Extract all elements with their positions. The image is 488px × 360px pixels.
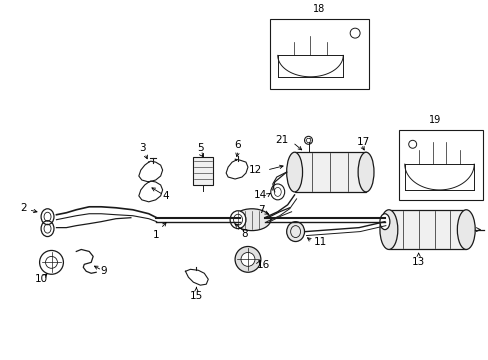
Bar	[398, 130, 482, 200]
Ellipse shape	[456, 210, 474, 249]
Text: 14: 14	[253, 190, 266, 200]
Text: 9: 9	[101, 266, 107, 276]
Text: 7: 7	[258, 205, 264, 215]
Text: 2: 2	[20, 203, 27, 213]
Ellipse shape	[270, 184, 284, 200]
Bar	[294, 152, 366, 192]
Text: 20: 20	[429, 147, 443, 157]
Text: 16: 16	[256, 260, 269, 270]
Text: 19: 19	[428, 116, 441, 125]
Text: 5: 5	[197, 143, 203, 153]
Ellipse shape	[379, 214, 389, 230]
Bar	[388, 210, 466, 249]
Circle shape	[235, 247, 260, 272]
Ellipse shape	[286, 152, 302, 192]
Text: 8: 8	[241, 229, 247, 239]
Ellipse shape	[286, 222, 304, 242]
Ellipse shape	[357, 152, 373, 192]
Bar	[269, 19, 368, 89]
Text: 21: 21	[275, 135, 288, 145]
Text: 10: 10	[35, 274, 48, 284]
Ellipse shape	[230, 211, 245, 229]
Text: 6: 6	[234, 140, 241, 150]
Text: 12: 12	[248, 165, 262, 175]
Text: 18: 18	[313, 4, 325, 14]
Text: 3: 3	[139, 143, 146, 153]
Text: 11: 11	[313, 237, 326, 247]
Circle shape	[241, 252, 254, 266]
Text: 4: 4	[162, 191, 168, 201]
Ellipse shape	[379, 210, 397, 249]
Text: 13: 13	[411, 257, 425, 267]
Bar	[193, 157, 213, 185]
Ellipse shape	[233, 209, 270, 231]
Text: 17: 17	[356, 137, 369, 147]
Text: 15: 15	[189, 291, 203, 301]
Text: 1: 1	[152, 230, 159, 240]
